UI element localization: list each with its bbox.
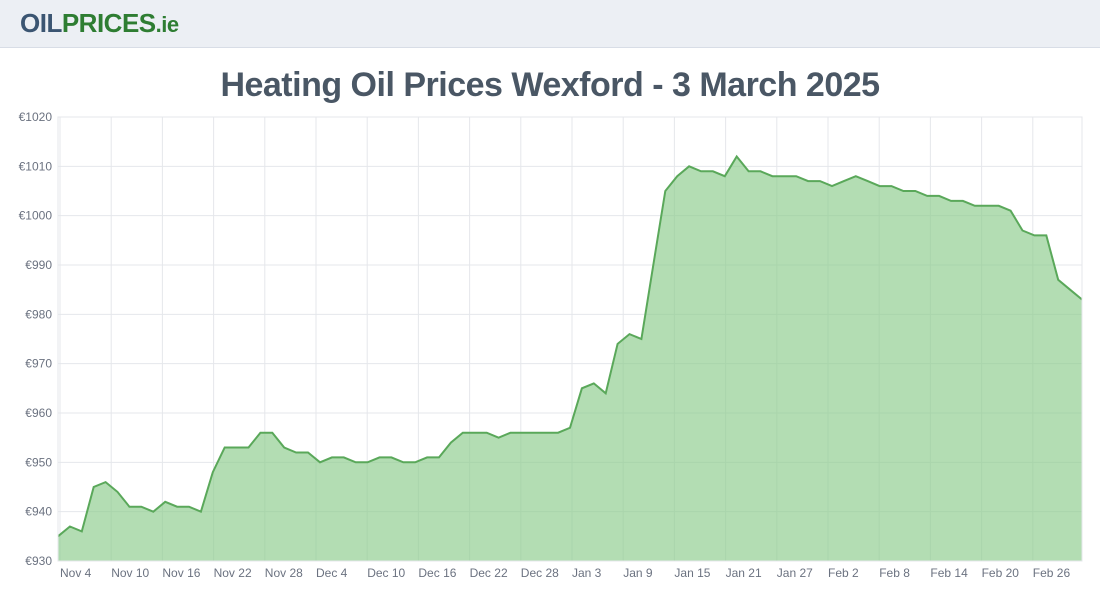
x-axis-label: Nov 16: [162, 566, 200, 580]
y-axis-label: €1010: [19, 159, 53, 173]
x-axis-label: Feb 2: [828, 566, 859, 580]
x-axis-label: Jan 3: [572, 566, 602, 580]
chart-title: Heating Oil Prices Wexford - 3 March 202…: [0, 48, 1100, 111]
x-axis-label: Nov 28: [265, 566, 303, 580]
x-axis-label: Jan 9: [623, 566, 653, 580]
y-axis-label: €1000: [19, 209, 53, 223]
x-axis-label: Nov 4: [60, 566, 92, 580]
x-axis-label: Jan 21: [726, 566, 762, 580]
logo-part-oil: OIL: [20, 8, 62, 39]
x-axis-label: Feb 26: [1033, 566, 1071, 580]
x-axis-label: Nov 10: [111, 566, 149, 580]
price-chart: €930 €940 €950 €960 €970 €980 €990 €1000 €1010 €1…: [10, 111, 1090, 591]
x-axis-label: Feb 20: [982, 566, 1020, 580]
x-axis-label: Feb 14: [930, 566, 968, 580]
y-axis-label: €960: [25, 406, 52, 420]
y-axis-label: €940: [25, 505, 52, 519]
x-axis-label: Nov 22: [214, 566, 252, 580]
y-axis-label: €970: [25, 357, 52, 371]
x-axis-label: Dec 28: [521, 566, 559, 580]
x-axis-label: Dec 16: [418, 566, 456, 580]
x-axis-label: Jan 27: [777, 566, 813, 580]
x-axis-label: Dec 22: [470, 566, 508, 580]
y-axis-label: €980: [25, 307, 52, 321]
x-axis-label: Jan 15: [674, 566, 710, 580]
x-axis-label: Feb 8: [879, 566, 910, 580]
chart-svg: €930 €940 €950 €960 €970 €980 €990 €1000 €1010 €1…: [10, 111, 1090, 591]
logo-part-ie: .ie: [156, 12, 179, 38]
x-axis-label: Dec 4: [316, 566, 348, 580]
price-area: [58, 157, 1082, 562]
x-axis-label: Dec 10: [367, 566, 405, 580]
y-axis-label: €990: [25, 258, 52, 272]
y-axis-label: €930: [25, 554, 52, 568]
y-axis-label: €950: [25, 455, 52, 469]
logo-part-prices: PRICES: [62, 8, 156, 39]
site-logo[interactable]: OIL PRICES .ie: [20, 8, 179, 39]
header-bar: OIL PRICES .ie: [0, 0, 1100, 48]
y-axis-label: €1020: [19, 111, 53, 124]
